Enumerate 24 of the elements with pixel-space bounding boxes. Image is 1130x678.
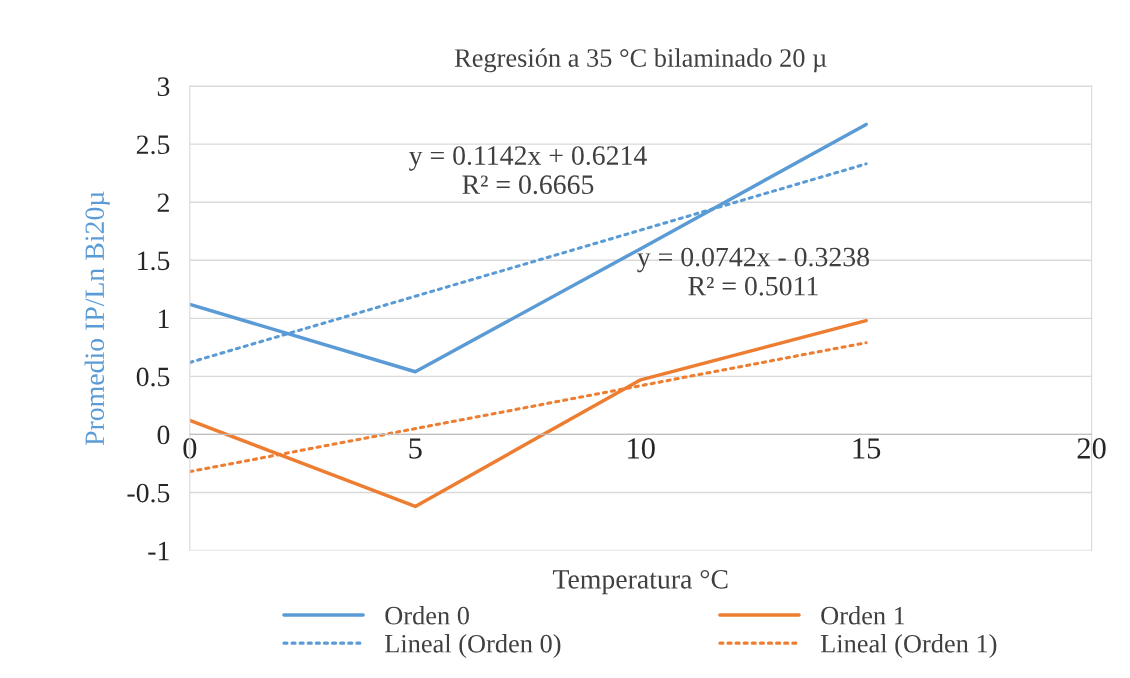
y-axis-title: Promedio IP/Ln Bi20µ — [84, 191, 110, 446]
line-series — [189, 122, 868, 374]
x-tick-label: 0 — [183, 438, 197, 459]
y-tick-label: 0 — [157, 425, 170, 445]
y-tick-label: 2.5 — [136, 135, 170, 155]
chart-title: Regresión a 35 °C bilaminado 20 µ — [454, 48, 827, 73]
x-tick-label: 10 — [628, 438, 655, 459]
legend-label: Orden 1 — [821, 606, 905, 625]
x-tick-label: 20 — [1077, 438, 1106, 459]
x-axis-title: Temperatura °C — [552, 569, 728, 595]
y-tick-label: 1.5 — [138, 251, 170, 271]
y-tick-label: -0.5 — [127, 483, 170, 503]
y-tick-label: 0.5 — [136, 367, 170, 387]
legend-label: Lineal (Orden 0) — [384, 634, 561, 658]
x-tick-label: 15 — [853, 438, 881, 459]
annotation: y = 0.0742x - 0.3238 R² = 0.5011 — [637, 247, 869, 296]
y-tick-label: 2 — [157, 193, 169, 212]
y-tick-label: 1 — [158, 309, 169, 328]
legend-label: Orden 0 — [385, 606, 469, 625]
annotation: y = 0.1142x + 0.6214 R² = 0.6665 — [409, 146, 647, 195]
y-tick-label: 3 — [157, 77, 170, 97]
x-tick-label: 5 — [409, 438, 422, 459]
y-tick-label: -1 — [148, 541, 169, 561]
legend-label: Lineal (Orden 1) — [820, 634, 997, 658]
